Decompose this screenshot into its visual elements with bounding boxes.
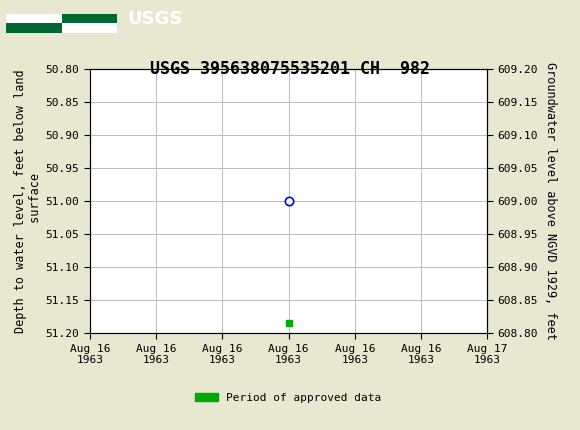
Bar	[6, 14, 117, 33]
Y-axis label: Groundwater level above NGVD 1929, feet: Groundwater level above NGVD 1929, feet	[543, 62, 557, 340]
Bar	[61, 14, 117, 23]
Legend: Period of approved data: Period of approved data	[191, 388, 386, 407]
Text: USGS: USGS	[128, 10, 183, 28]
Text: USGS 395638075535201 CH  982: USGS 395638075535201 CH 982	[150, 60, 430, 78]
Y-axis label: Depth to water level, feet below land
 surface: Depth to water level, feet below land su…	[13, 69, 42, 333]
Bar	[6, 23, 61, 33]
